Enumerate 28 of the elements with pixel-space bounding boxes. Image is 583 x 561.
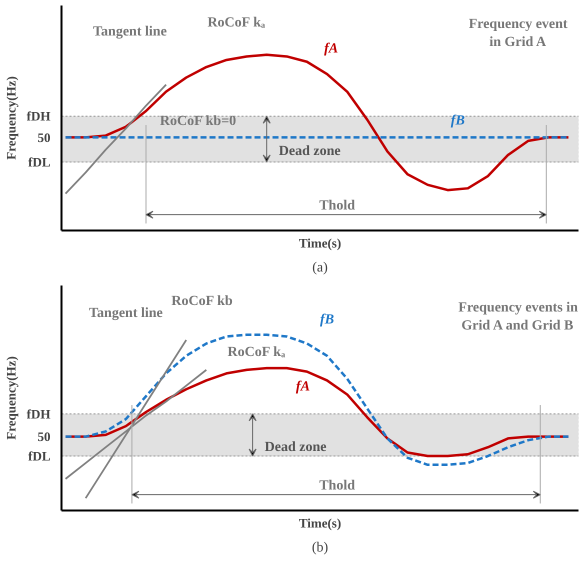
ref-line-label: fDH bbox=[26, 108, 51, 124]
y-axis-title: Frequency(Hz) bbox=[4, 76, 19, 160]
text: Frequency events in Grid A and Grid B bbox=[458, 300, 578, 334]
x-axis-title: Time(s) bbox=[298, 236, 342, 250]
text: RoCoF kₐ bbox=[207, 16, 266, 31]
text: Frequency event in Grid A bbox=[468, 17, 568, 50]
annotation: Thold bbox=[319, 478, 356, 494]
text: (b) bbox=[312, 540, 328, 556]
text: RoCoF kb bbox=[171, 294, 233, 309]
text: (a) bbox=[312, 260, 328, 276]
series-label: fA bbox=[324, 41, 338, 56]
ref-line-label: fDL bbox=[28, 448, 51, 464]
series-label: fB bbox=[450, 114, 465, 129]
x-axis-title: Time(s) bbox=[298, 516, 342, 530]
ref-line-label: fDH bbox=[26, 406, 51, 422]
series-label: fB bbox=[320, 312, 334, 328]
annotation: RoCoF kₐ bbox=[228, 344, 286, 360]
text: 50 bbox=[38, 429, 50, 444]
band-label: Dead zone bbox=[278, 144, 341, 160]
text: 50 bbox=[38, 130, 50, 145]
text: Tangent line bbox=[88, 306, 163, 322]
series-label: fA bbox=[296, 379, 310, 394]
text: Tangent line bbox=[93, 24, 167, 40]
ref-line-label: fDL bbox=[28, 154, 51, 170]
annotation: RoCoF kb=0 bbox=[160, 114, 236, 130]
band-label: Dead zone bbox=[264, 440, 327, 455]
annotation: Thold bbox=[319, 198, 356, 214]
y-axis-title: Frequency(Hz) bbox=[4, 356, 19, 440]
